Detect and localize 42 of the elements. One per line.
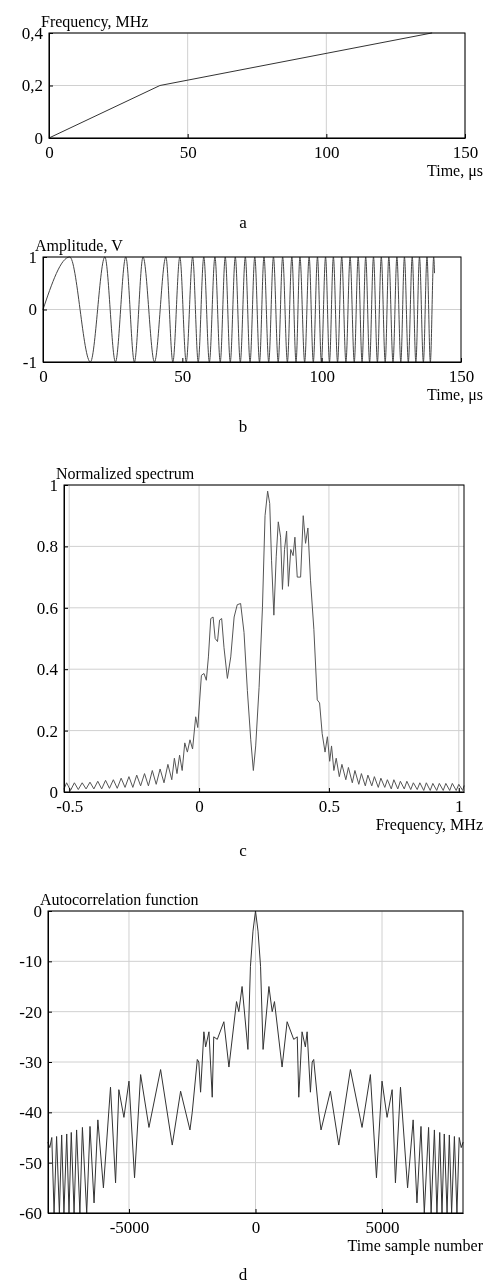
y-tick-label: 0 — [28, 300, 37, 320]
y-tick-label: -1 — [22, 352, 37, 372]
x-tick-label: 100 — [314, 143, 340, 163]
text: d — [238, 1265, 248, 1284]
y-tick-label: 0.2 — [36, 721, 58, 741]
x-tick-label: -5000 — [109, 1218, 150, 1238]
y-tick-label: -50 — [19, 1153, 42, 1173]
line-series — [47, 910, 464, 1214]
y-tick-label: -20 — [19, 1002, 42, 1022]
x-tick-label: 1 — [455, 797, 464, 817]
x-tick-label: 150 — [448, 367, 475, 387]
x-axis-title: Time, μs — [426, 162, 483, 180]
x-tick-label: -0.5 — [56, 797, 84, 817]
x-tick-label: 5000 — [365, 1218, 400, 1238]
x-tick-label: 100 — [309, 367, 335, 387]
x-axis-title: Time, μs — [426, 386, 483, 404]
y-axis-title: Normalized spectrum — [56, 465, 195, 483]
x-tick-label: 50 — [174, 367, 192, 387]
y-tick-label: 0.6 — [36, 598, 58, 618]
x-tick-label: 150 — [452, 143, 479, 163]
x-tick-label: 0 — [195, 797, 204, 817]
y-tick-label: -60 — [19, 1203, 42, 1223]
x-tick-label: 50 — [179, 143, 197, 163]
x-axis-title: Time sample number — [347, 1237, 484, 1255]
line-series — [42, 256, 436, 363]
y-axis-title: Autocorrelation function — [40, 891, 199, 908]
y-tick-label: 1 — [49, 475, 58, 495]
y-tick-label: 0.4 — [36, 660, 59, 680]
x-axis-title: Frequency, MHz — [375, 816, 483, 834]
y-tick-label: 0 — [34, 128, 43, 148]
text: a — [239, 213, 248, 232]
y-tick-label: -40 — [19, 1103, 42, 1123]
y-tick-label: -30 — [19, 1052, 42, 1072]
y-tick-label: 0 — [49, 782, 58, 802]
x-tick-label: 0 — [251, 1218, 261, 1238]
text: c — [239, 841, 248, 860]
x-tick-label: 0.5 — [318, 797, 341, 817]
text: b — [238, 417, 248, 436]
y-tick-label: 0.8 — [36, 537, 58, 557]
y-tick-label: 0,2 — [21, 76, 43, 96]
y-axis-title: Amplitude, V — [35, 237, 124, 255]
y-tick-label: -10 — [19, 952, 42, 972]
